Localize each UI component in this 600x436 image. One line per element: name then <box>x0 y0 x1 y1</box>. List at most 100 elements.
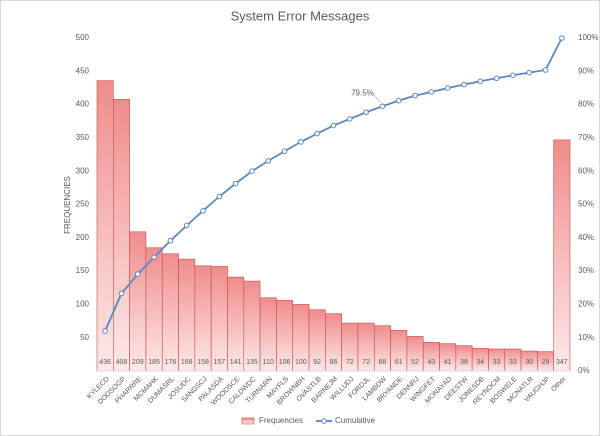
data-label: 158 <box>197 359 209 366</box>
line-marker <box>493 75 500 82</box>
legend-label: Cumulative <box>335 416 376 425</box>
bar <box>145 247 163 372</box>
y-tick-label: 50 <box>80 333 89 342</box>
line-marker <box>477 78 484 85</box>
bar <box>161 253 179 372</box>
y2-tick-label: 0% <box>578 366 590 375</box>
data-label: 176 <box>165 359 177 366</box>
data-label: 100 <box>295 359 307 366</box>
line-marker <box>559 35 565 41</box>
data-label: 29 <box>542 359 550 366</box>
data-label: 135 <box>246 359 258 366</box>
line-marker <box>510 72 516 79</box>
y2-tick-label: 60% <box>578 166 594 175</box>
y-tick-label: 150 <box>76 266 90 275</box>
y-tick-label: 200 <box>76 233 90 242</box>
data-label: 92 <box>313 359 321 366</box>
data-label: 33 <box>493 359 501 366</box>
line-marker <box>461 81 467 88</box>
line-marker <box>200 208 206 214</box>
bar <box>227 276 245 372</box>
y2-tick-label: 100% <box>578 33 598 42</box>
line-marker <box>183 222 190 229</box>
line-marker <box>395 97 402 104</box>
bar <box>96 80 114 372</box>
bar <box>553 139 571 372</box>
y2-tick-label: 50% <box>578 200 594 209</box>
data-label: 68 <box>379 359 387 366</box>
line-marker <box>428 89 435 95</box>
legend-label: Frequencies <box>259 416 303 425</box>
bar <box>243 280 261 372</box>
data-label: 34 <box>476 359 484 366</box>
data-label: 33 <box>509 359 517 366</box>
y-tick-label: 300 <box>76 166 90 175</box>
data-label: 347 <box>556 359 568 366</box>
data-label: 86 <box>330 359 338 366</box>
data-label: 110 <box>263 359 274 366</box>
y2-tick-label: 90% <box>578 66 594 75</box>
line-marker <box>314 130 320 137</box>
line-marker <box>363 109 369 116</box>
bar <box>113 98 130 372</box>
y-tick-label: 250 <box>76 200 90 209</box>
y2-tick-label: 70% <box>578 133 594 142</box>
line-marker <box>216 193 223 200</box>
y2-tick-label: 80% <box>578 100 594 109</box>
line-marker <box>249 168 255 174</box>
data-label: 43 <box>427 359 435 366</box>
bar <box>178 258 196 372</box>
y-tick-label: 400 <box>76 100 90 109</box>
line-marker <box>379 103 386 110</box>
bar <box>210 266 228 372</box>
line-marker <box>281 148 288 155</box>
data-label: 79.5% <box>351 88 374 97</box>
line-marker <box>265 158 272 164</box>
data-label: 106 <box>279 359 291 366</box>
data-label: 61 <box>395 359 403 366</box>
bar <box>439 343 457 372</box>
line-marker <box>167 237 174 244</box>
y-tick-label: 350 <box>76 133 90 142</box>
bar <box>194 265 212 372</box>
y2-tick-label: 40% <box>578 233 594 242</box>
line-marker <box>412 92 418 99</box>
y2-tick-label: 20% <box>578 300 594 309</box>
data-label: 157 <box>213 359 225 366</box>
line-marker <box>298 139 304 145</box>
data-label: 168 <box>181 359 193 366</box>
y-axis-label: FREQUENCIES <box>63 176 72 234</box>
line-marker <box>542 67 549 73</box>
bar <box>422 342 440 372</box>
line-marker <box>151 254 157 260</box>
data-label: 72 <box>362 359 370 366</box>
data-label: 72 <box>346 359 354 366</box>
data-label: 30 <box>525 359 533 366</box>
data-label: 41 <box>444 359 452 366</box>
y-tick-label: 450 <box>76 66 90 75</box>
data-label: 408 <box>116 359 128 366</box>
legend-swatch <box>241 417 255 425</box>
y-tick-label: 500 <box>76 33 90 42</box>
y2-tick-label: 30% <box>578 266 594 275</box>
data-label: 436 <box>99 359 111 366</box>
y2-tick-label: 10% <box>578 333 594 342</box>
line-marker <box>134 271 141 277</box>
line-marker <box>526 69 533 76</box>
line-marker <box>102 328 108 334</box>
legend-swatch <box>321 418 327 424</box>
data-label: 38 <box>460 359 468 366</box>
bar <box>129 231 147 372</box>
label-leader <box>372 93 381 103</box>
line-marker <box>330 122 337 129</box>
line-marker <box>444 85 451 91</box>
chart-title: System Error Messages <box>231 8 370 23</box>
data-label: 209 <box>132 359 144 366</box>
y-tick-label: 100 <box>76 300 90 309</box>
data-label: 52 <box>411 359 419 366</box>
line-marker <box>118 290 125 297</box>
line-marker <box>232 180 239 187</box>
data-label: 141 <box>230 359 242 366</box>
data-label: 185 <box>148 359 160 366</box>
